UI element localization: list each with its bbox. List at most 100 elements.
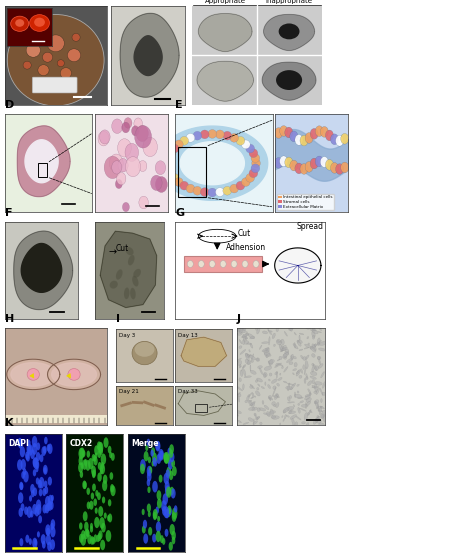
Polygon shape xyxy=(100,231,156,307)
Ellipse shape xyxy=(283,345,286,351)
Circle shape xyxy=(144,451,149,461)
Ellipse shape xyxy=(283,354,287,357)
Circle shape xyxy=(95,490,99,497)
Ellipse shape xyxy=(268,384,271,388)
Circle shape xyxy=(91,465,96,476)
Ellipse shape xyxy=(252,402,255,407)
Ellipse shape xyxy=(288,411,296,414)
Ellipse shape xyxy=(273,387,276,396)
Ellipse shape xyxy=(293,405,295,407)
Ellipse shape xyxy=(238,393,241,397)
Ellipse shape xyxy=(294,343,296,348)
Ellipse shape xyxy=(235,329,242,332)
Ellipse shape xyxy=(273,344,275,347)
Circle shape xyxy=(82,450,85,457)
Text: Inappropriate: Inappropriate xyxy=(265,0,312,3)
Circle shape xyxy=(18,439,23,449)
Circle shape xyxy=(166,469,170,478)
Circle shape xyxy=(165,154,173,162)
Ellipse shape xyxy=(305,394,311,397)
Ellipse shape xyxy=(109,281,118,288)
Polygon shape xyxy=(52,363,97,386)
Circle shape xyxy=(36,452,40,461)
Circle shape xyxy=(93,457,98,465)
Circle shape xyxy=(87,535,92,544)
Ellipse shape xyxy=(257,358,260,361)
Ellipse shape xyxy=(310,347,316,352)
Circle shape xyxy=(295,134,303,145)
Circle shape xyxy=(45,486,48,494)
Ellipse shape xyxy=(312,344,316,351)
Circle shape xyxy=(79,522,82,530)
Text: Day 3: Day 3 xyxy=(119,333,135,338)
Text: Cut: Cut xyxy=(116,244,129,253)
Circle shape xyxy=(35,461,39,469)
Ellipse shape xyxy=(235,358,241,363)
Polygon shape xyxy=(197,61,254,101)
Circle shape xyxy=(280,156,288,167)
Circle shape xyxy=(180,181,189,190)
Circle shape xyxy=(153,512,157,520)
Ellipse shape xyxy=(277,339,281,343)
Ellipse shape xyxy=(278,364,283,366)
Ellipse shape xyxy=(294,394,302,398)
Ellipse shape xyxy=(290,415,297,419)
Ellipse shape xyxy=(262,348,269,352)
Ellipse shape xyxy=(312,331,315,338)
Ellipse shape xyxy=(250,365,251,371)
Circle shape xyxy=(100,130,110,144)
Ellipse shape xyxy=(256,387,259,390)
Circle shape xyxy=(156,454,161,464)
Ellipse shape xyxy=(263,331,268,334)
Circle shape xyxy=(152,533,156,542)
Ellipse shape xyxy=(314,400,319,404)
Circle shape xyxy=(134,118,143,129)
Ellipse shape xyxy=(305,360,308,369)
Ellipse shape xyxy=(296,369,301,376)
Ellipse shape xyxy=(317,343,320,345)
Ellipse shape xyxy=(276,340,281,345)
Ellipse shape xyxy=(287,406,294,411)
Ellipse shape xyxy=(264,413,270,415)
Ellipse shape xyxy=(271,416,276,418)
Ellipse shape xyxy=(315,384,317,392)
Ellipse shape xyxy=(238,328,246,333)
Ellipse shape xyxy=(323,413,325,422)
Circle shape xyxy=(30,511,34,518)
Circle shape xyxy=(25,535,29,543)
Circle shape xyxy=(42,541,46,549)
Circle shape xyxy=(81,530,85,540)
Ellipse shape xyxy=(268,379,270,381)
Circle shape xyxy=(103,475,108,484)
Circle shape xyxy=(41,446,46,456)
Ellipse shape xyxy=(297,340,301,347)
Circle shape xyxy=(98,533,101,541)
Ellipse shape xyxy=(264,350,267,358)
Ellipse shape xyxy=(243,334,245,341)
Ellipse shape xyxy=(250,343,253,348)
Circle shape xyxy=(161,500,166,512)
Circle shape xyxy=(168,459,173,470)
Ellipse shape xyxy=(308,412,310,415)
Ellipse shape xyxy=(276,394,279,398)
Ellipse shape xyxy=(276,363,278,366)
Circle shape xyxy=(43,52,53,62)
Ellipse shape xyxy=(315,402,319,407)
Circle shape xyxy=(155,507,159,514)
Circle shape xyxy=(45,496,50,507)
Circle shape xyxy=(132,126,139,136)
Ellipse shape xyxy=(255,391,260,396)
Ellipse shape xyxy=(316,388,319,395)
Circle shape xyxy=(44,437,48,444)
Ellipse shape xyxy=(246,395,250,401)
Circle shape xyxy=(95,508,98,514)
Ellipse shape xyxy=(287,397,290,401)
Circle shape xyxy=(92,469,96,477)
Circle shape xyxy=(79,533,83,543)
Ellipse shape xyxy=(269,336,270,345)
Ellipse shape xyxy=(292,418,295,427)
Circle shape xyxy=(41,534,46,545)
Circle shape xyxy=(201,130,209,139)
Ellipse shape xyxy=(280,345,284,352)
Ellipse shape xyxy=(290,396,292,398)
